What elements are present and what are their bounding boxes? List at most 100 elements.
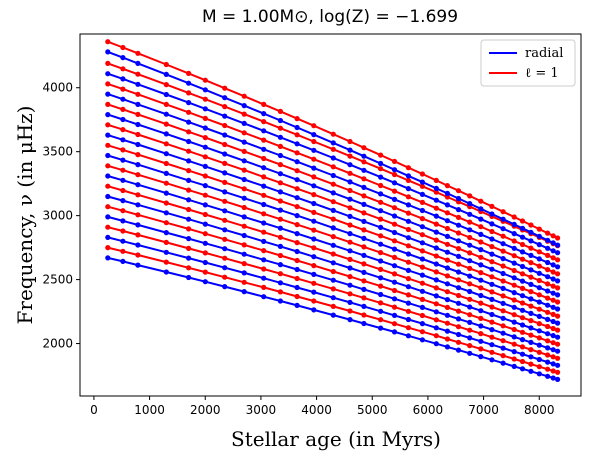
data-point xyxy=(545,274,551,280)
data-point xyxy=(405,316,411,323)
data-point xyxy=(202,269,208,275)
x-tick-label: 7000 xyxy=(468,403,499,417)
data-point xyxy=(105,122,111,128)
data-point xyxy=(489,311,495,318)
data-point xyxy=(500,315,506,321)
data-point xyxy=(419,272,425,278)
data-point xyxy=(277,180,283,186)
data-point xyxy=(433,197,439,203)
data-point xyxy=(330,207,336,213)
data-point xyxy=(467,312,473,318)
data-point xyxy=(378,300,384,306)
data-point xyxy=(361,159,367,165)
data-point xyxy=(455,324,462,330)
data-point xyxy=(347,239,353,245)
data-point xyxy=(391,221,398,227)
data-point xyxy=(545,302,551,308)
data-point xyxy=(105,49,111,55)
data-point xyxy=(163,210,169,216)
data-point xyxy=(419,224,425,230)
data-point xyxy=(135,141,141,148)
data-point xyxy=(519,234,526,240)
data-point xyxy=(261,155,267,162)
data-point xyxy=(261,211,267,217)
data-point xyxy=(186,177,192,183)
data-point xyxy=(135,192,141,198)
data-point xyxy=(163,160,169,167)
data-point xyxy=(419,264,425,270)
data-point xyxy=(330,251,336,257)
data-point xyxy=(311,183,317,189)
data-point xyxy=(511,297,517,303)
data-point xyxy=(347,187,353,194)
data-point xyxy=(361,153,367,159)
y-tick-label: 3500 xyxy=(42,145,73,159)
data-point xyxy=(391,312,398,318)
data-point xyxy=(455,238,462,244)
data-point xyxy=(378,224,384,230)
data-point xyxy=(433,285,439,291)
data-point xyxy=(120,248,126,254)
x-tick-label: 1000 xyxy=(134,403,165,417)
data-point xyxy=(391,213,398,219)
data-point xyxy=(202,135,208,141)
data-point xyxy=(444,183,450,189)
data-point xyxy=(545,359,551,365)
data-point xyxy=(511,363,517,369)
data-point xyxy=(378,160,384,167)
data-point xyxy=(391,205,398,211)
data-point xyxy=(528,332,534,338)
data-point xyxy=(489,251,495,257)
data-point xyxy=(202,279,208,285)
series-l1-11 xyxy=(105,142,561,305)
legend-box xyxy=(480,39,576,87)
data-point xyxy=(519,358,526,365)
data-point xyxy=(120,157,126,163)
data-point xyxy=(330,155,336,161)
data-point xyxy=(433,245,439,251)
data-point xyxy=(294,124,300,131)
data-point xyxy=(277,189,283,195)
data-point xyxy=(120,147,126,153)
data-point xyxy=(186,197,192,203)
data-point xyxy=(222,208,228,214)
data-point xyxy=(467,250,473,256)
data-point xyxy=(186,148,192,154)
x-tick-label: 4000 xyxy=(301,403,332,417)
data-point xyxy=(555,278,561,284)
data-point xyxy=(120,116,126,123)
data-point xyxy=(467,273,473,279)
data-point xyxy=(294,116,300,122)
data-point xyxy=(105,224,111,230)
data-point xyxy=(391,238,398,244)
data-point xyxy=(433,221,439,227)
data-point xyxy=(361,252,367,258)
data-point xyxy=(261,229,267,235)
data-point xyxy=(511,304,517,310)
data-point xyxy=(550,269,556,275)
data-point xyxy=(347,196,353,202)
data-point xyxy=(277,134,283,140)
data-point xyxy=(261,165,267,171)
series-l1-15 xyxy=(105,101,561,277)
data-point xyxy=(261,257,267,263)
data-point xyxy=(444,312,450,318)
data-point xyxy=(536,313,542,319)
data-point xyxy=(347,147,353,153)
data-point xyxy=(222,265,228,271)
data-point xyxy=(555,306,561,312)
data-point xyxy=(311,307,317,313)
data-point xyxy=(519,256,526,262)
data-point xyxy=(467,234,473,241)
data-point xyxy=(536,299,542,305)
data-point xyxy=(500,323,506,329)
data-point xyxy=(500,248,506,254)
data-point xyxy=(433,213,439,219)
series-l1-21 xyxy=(105,39,561,241)
x-tick-label: 0 xyxy=(90,403,98,417)
data-point xyxy=(261,248,267,254)
data-point xyxy=(545,323,551,330)
data-point xyxy=(550,325,556,332)
data-point xyxy=(467,343,473,349)
data-point xyxy=(489,342,495,348)
